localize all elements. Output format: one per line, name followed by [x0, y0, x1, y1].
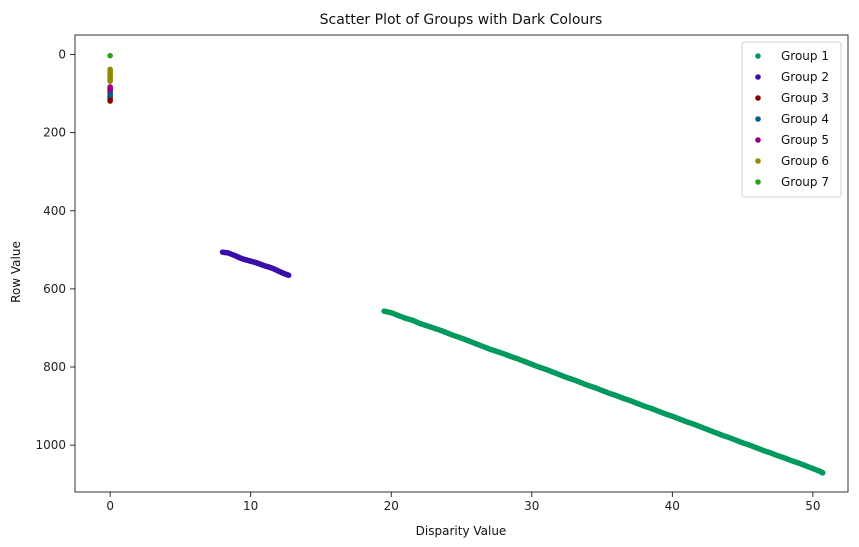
legend-label: Group 4	[781, 112, 829, 126]
legend-marker	[755, 116, 761, 122]
data-point	[107, 87, 113, 93]
y-tick-label: 400	[43, 204, 66, 218]
y-tick-label: 1000	[35, 438, 66, 452]
y-tick-label: 0	[58, 48, 66, 62]
data-points	[107, 52, 826, 476]
data-point	[819, 470, 826, 476]
series-5	[107, 84, 113, 93]
x-axis-label: Disparity Value	[416, 524, 507, 538]
legend-marker	[755, 158, 761, 164]
legend-label: Group 6	[781, 154, 829, 168]
legend-label: Group 7	[781, 175, 829, 189]
data-point	[107, 92, 113, 98]
series-1	[381, 308, 826, 476]
legend-marker	[755, 53, 761, 59]
series-2	[219, 249, 292, 279]
legend: Group 1 Group 2 Group 3 Group 4 Group 5 Group…	[741, 41, 842, 198]
x-tick-label: 50	[805, 499, 820, 513]
y-axis: 0 200 400 600 800 1000	[35, 48, 75, 452]
x-axis: 0 10 20 30 40 50	[106, 492, 821, 513]
series-7	[107, 52, 113, 59]
x-tick-label: 20	[384, 499, 399, 513]
data-point	[107, 52, 113, 59]
legend-marker	[755, 179, 761, 185]
x-tick-label: 30	[524, 499, 539, 513]
data-point	[285, 272, 292, 279]
x-tick-label: 10	[243, 499, 258, 513]
x-tick-label: 40	[665, 499, 680, 513]
legend-label: Group 5	[781, 133, 829, 147]
series-6	[107, 66, 113, 84]
y-tick-label: 200	[43, 126, 66, 140]
plot-area	[74, 34, 849, 493]
legend-label: Group 2	[781, 70, 829, 84]
y-axis-label: Row Value	[9, 241, 23, 303]
legend-marker	[755, 95, 761, 101]
plot-frame	[74, 34, 849, 493]
legend-label: Group 1	[781, 49, 829, 63]
data-point	[107, 98, 113, 104]
data-point	[107, 78, 113, 84]
legend-box	[741, 41, 842, 198]
legend-marker	[755, 74, 761, 80]
x-tick-label: 0	[106, 499, 114, 513]
y-tick-label: 600	[43, 282, 66, 296]
legend-label: Group 3	[781, 91, 829, 105]
legend-marker	[755, 137, 761, 143]
y-tick-label: 800	[43, 360, 66, 374]
chart-title: Scatter Plot of Groups with Dark Colours	[320, 12, 603, 28]
